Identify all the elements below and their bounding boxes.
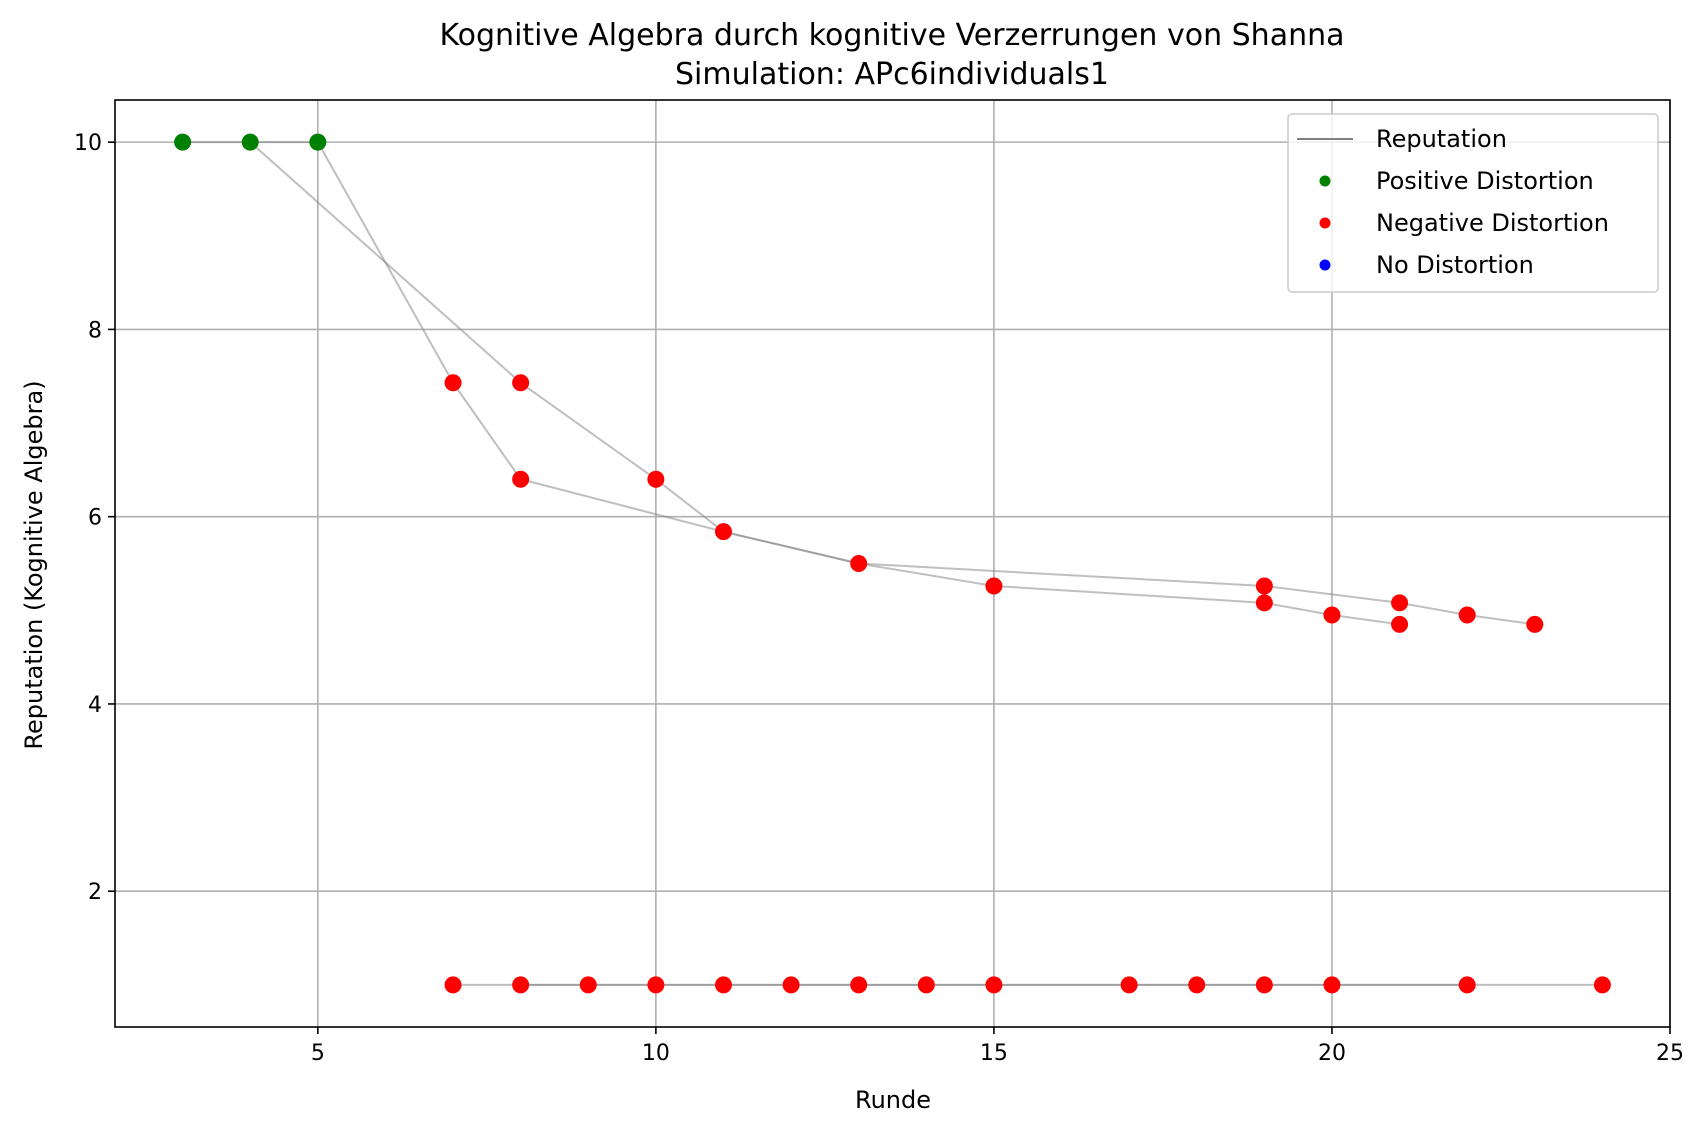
negative-distortion-point (1391, 594, 1409, 612)
negative-distortion-point (1323, 976, 1341, 994)
negative-distortion-point (1255, 577, 1273, 595)
negative-distortion-point (1120, 976, 1138, 994)
negative-distortion-point (1458, 976, 1476, 994)
negative-distortion-point (512, 374, 530, 392)
negative-distortion-point (1593, 976, 1611, 994)
negative-distortion-point (1323, 606, 1341, 624)
negative-distortion-point (1391, 615, 1409, 633)
negative-distortion-point (1255, 976, 1273, 994)
x-tick-label: 15 (980, 1041, 1008, 1066)
legend-box (1287, 113, 1659, 293)
legend-swatch-negative-distortion (1319, 217, 1331, 229)
legend-label-reputation: Reputation (1376, 125, 1507, 153)
y-tick-label: 4 (88, 693, 102, 718)
x-tick-label: 25 (1656, 1041, 1684, 1066)
negative-distortion-point (647, 976, 665, 994)
reputation-line (250, 141, 1535, 626)
x-tick-label: 20 (1318, 1041, 1346, 1066)
negative-distortion-point (579, 976, 597, 994)
legend-label-no-distortion: No Distortion (1376, 251, 1534, 279)
data-points (174, 133, 1611, 994)
legend-label-negative-distortion: Negative Distortion (1376, 209, 1609, 237)
negative-distortion-point (1458, 606, 1476, 624)
negative-distortion-point (985, 976, 1003, 994)
legend-swatch-positive-distortion (1319, 175, 1331, 187)
x-axis-ticks: 5 10 15 20 25 (311, 1027, 1684, 1066)
negative-distortion-point (1526, 615, 1544, 633)
y-tick-label: 8 (88, 318, 102, 343)
legend-label-positive-distortion: Positive Distortion (1376, 167, 1594, 195)
negative-distortion-point (850, 555, 868, 572)
plot-frame (114, 99, 1671, 1028)
y-axis-ticks: 2 4 6 8 10 (74, 131, 115, 905)
x-axis-label: Runde (855, 1086, 931, 1114)
positive-distortion-point (174, 133, 192, 151)
y-tick-label: 6 (88, 506, 102, 531)
legend: Reputation Positive Distortion Negative Di… (1287, 113, 1659, 293)
negative-distortion-point (444, 976, 462, 994)
negative-distortion-point (512, 976, 530, 994)
negative-distortion-point (1255, 594, 1273, 612)
negative-distortion-point (714, 523, 732, 541)
legend-swatch-no-distortion (1319, 259, 1331, 271)
x-tick-label: 10 (642, 1041, 670, 1066)
negative-distortion-point (714, 976, 732, 994)
y-axis-label: Reputation (Kognitive Algebra) (20, 380, 48, 749)
y-tick-label: 10 (74, 131, 102, 156)
y-tick-label: 2 (88, 880, 102, 905)
negative-distortion-point (1188, 976, 1206, 994)
negative-distortion-point (444, 374, 462, 392)
negative-distortion-point (782, 976, 800, 994)
negative-distortion-point (985, 577, 1003, 595)
negative-distortion-point (512, 470, 530, 488)
chart-subtitle: Simulation: APc6individuals1 (675, 57, 1109, 92)
negative-distortion-point (850, 976, 868, 994)
positive-distortion-point (241, 133, 259, 151)
chart-title: Kognitive Algebra durch kognitive Verzer… (439, 18, 1344, 53)
x-tick-label: 5 (311, 1041, 325, 1066)
positive-distortion-point (309, 133, 327, 151)
negative-distortion-point (917, 976, 935, 994)
negative-distortion-point (647, 470, 665, 488)
